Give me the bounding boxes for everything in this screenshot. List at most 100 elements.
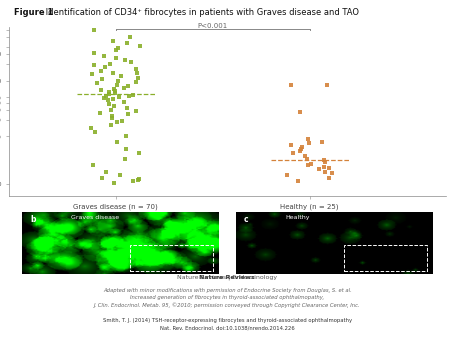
Point bbox=[110, 103, 117, 109]
Point bbox=[134, 71, 141, 76]
Point bbox=[325, 175, 332, 180]
Point bbox=[111, 90, 118, 96]
Point bbox=[297, 146, 305, 151]
Point bbox=[135, 150, 142, 156]
Point bbox=[315, 166, 322, 172]
Point bbox=[302, 153, 309, 159]
Point bbox=[323, 82, 330, 87]
Point bbox=[111, 180, 118, 186]
Point bbox=[289, 150, 297, 156]
Point bbox=[122, 156, 129, 162]
Point bbox=[123, 40, 130, 46]
Text: Adapted with minor modifications with permission of Endocrine Society from Dougl: Adapted with minor modifications with pe… bbox=[94, 288, 360, 308]
Point bbox=[110, 96, 117, 102]
Point bbox=[304, 163, 311, 168]
Point bbox=[124, 112, 131, 117]
Point bbox=[318, 139, 325, 144]
Point bbox=[97, 87, 104, 93]
Point bbox=[103, 94, 110, 99]
Point bbox=[101, 95, 108, 101]
Point bbox=[113, 139, 121, 144]
Point bbox=[121, 57, 128, 62]
Point bbox=[112, 88, 119, 94]
Point bbox=[117, 172, 124, 177]
Point bbox=[113, 82, 121, 87]
Point bbox=[135, 176, 143, 182]
Point bbox=[326, 165, 333, 171]
Point bbox=[320, 164, 327, 169]
Point bbox=[110, 86, 117, 91]
Point bbox=[103, 169, 110, 174]
Point bbox=[88, 72, 95, 77]
Point bbox=[133, 109, 140, 114]
Point bbox=[121, 85, 128, 90]
Point bbox=[122, 146, 129, 151]
Point bbox=[90, 63, 97, 68]
Point bbox=[295, 178, 302, 184]
Point bbox=[99, 77, 106, 82]
Point bbox=[114, 46, 121, 51]
Point bbox=[288, 142, 295, 148]
Text: Smith, T. J. (2014) TSH-receptor-expressing fibrocytes and thyroid-associated op: Smith, T. J. (2014) TSH-receptor-express… bbox=[103, 318, 352, 330]
Point bbox=[135, 76, 142, 81]
Point bbox=[307, 162, 315, 167]
Point bbox=[94, 80, 101, 86]
Point bbox=[110, 70, 117, 75]
Point bbox=[106, 61, 113, 67]
Point bbox=[133, 79, 140, 84]
Point bbox=[108, 122, 115, 128]
Point bbox=[123, 134, 130, 139]
Text: Identification of CD34⁺ fibrocytes in patients with Graves disease and TAO: Identification of CD34⁺ fibrocytes in pa… bbox=[43, 8, 359, 18]
Point bbox=[96, 111, 103, 116]
Point bbox=[303, 156, 310, 162]
Point bbox=[304, 136, 311, 142]
Text: Figure 1: Figure 1 bbox=[14, 8, 53, 18]
Point bbox=[90, 163, 97, 168]
Point bbox=[116, 95, 123, 100]
Point bbox=[321, 169, 328, 174]
Point bbox=[91, 28, 98, 33]
Point bbox=[328, 170, 335, 175]
Point bbox=[126, 93, 133, 98]
Point bbox=[129, 92, 136, 97]
Point bbox=[112, 48, 119, 53]
Point bbox=[136, 43, 144, 49]
Point bbox=[112, 55, 119, 60]
Point bbox=[126, 34, 133, 39]
Point bbox=[99, 175, 106, 180]
Point bbox=[109, 38, 116, 44]
Point bbox=[100, 53, 108, 58]
Point bbox=[108, 116, 116, 121]
Point bbox=[90, 50, 98, 55]
Point bbox=[127, 59, 135, 64]
Point bbox=[105, 91, 112, 97]
Point bbox=[108, 107, 115, 113]
Point bbox=[101, 65, 108, 70]
Text: P<0.001: P<0.001 bbox=[198, 23, 228, 29]
Point bbox=[283, 172, 290, 177]
Point bbox=[120, 99, 127, 104]
Text: Nature Reviews: Nature Reviews bbox=[199, 274, 255, 280]
Point bbox=[288, 83, 295, 88]
Point bbox=[133, 67, 140, 72]
Point bbox=[113, 119, 121, 125]
Point bbox=[306, 141, 313, 146]
Point bbox=[119, 118, 126, 123]
Point bbox=[87, 125, 94, 131]
Point bbox=[125, 83, 132, 89]
Point bbox=[135, 177, 142, 183]
Point bbox=[108, 114, 115, 119]
Point bbox=[106, 101, 113, 107]
Point bbox=[115, 78, 122, 83]
Point bbox=[298, 144, 306, 149]
Point bbox=[297, 110, 304, 115]
Point bbox=[98, 68, 105, 74]
Point bbox=[105, 97, 112, 103]
Point bbox=[123, 105, 130, 111]
Point bbox=[117, 74, 124, 79]
Text: Nature Reviews | Endocrinology: Nature Reviews | Endocrinology bbox=[177, 274, 277, 280]
Point bbox=[130, 179, 137, 184]
Point bbox=[296, 148, 303, 153]
Point bbox=[321, 160, 328, 165]
Point bbox=[106, 90, 113, 95]
